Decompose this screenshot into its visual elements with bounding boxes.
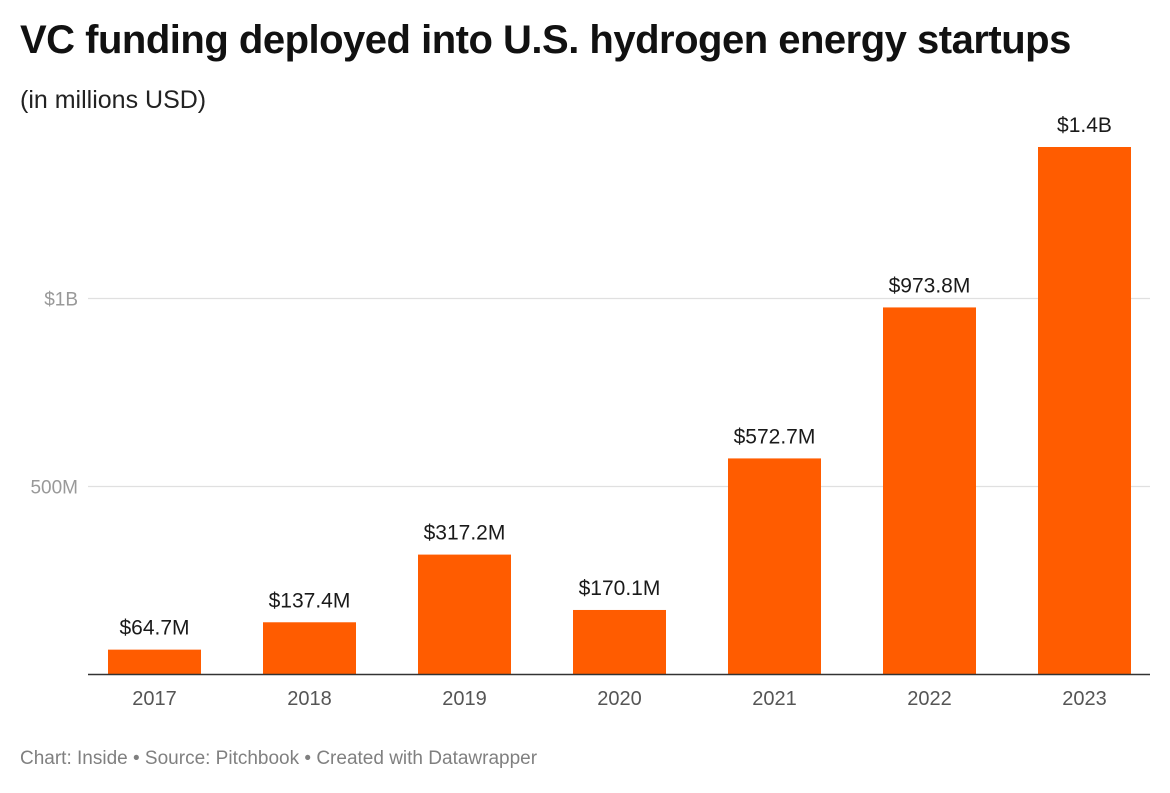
bars [108,147,1131,674]
x-tick-label: 2019 [442,688,487,710]
bar-2023 [1038,147,1131,674]
bar-2017 [108,649,201,674]
x-tick-label: 2018 [287,688,332,710]
bar-2022 [883,307,976,674]
data-label: $572.7M [734,425,816,448]
y-tick-label: 500M [30,478,78,499]
data-label: $1.4B [1057,114,1112,137]
data-label: $973.8M [889,274,971,297]
data-label: $170.1M [579,577,661,600]
x-axis: 2017 2018 2019 2020 2021 2022 2023 [88,673,1150,710]
bar-2019 [418,554,511,674]
chart-subtitle: (in millions USD) [20,86,207,114]
chart-title: VC funding deployed into U.S. hydrogen e… [20,18,1071,62]
data-labels: $64.7M $137.4M $317.2M $170.1M $572.7M $973.8… [119,114,1111,640]
bar-2020 [573,609,666,674]
data-label: $137.4M [269,589,351,612]
bar-2018 [263,622,356,674]
chart-credit: Chart: Inside • Source: Pitchbook • Crea… [20,748,538,769]
x-tick-label: 2023 [1062,688,1107,710]
gridlines: 500M $1B [30,290,1150,499]
x-tick-label: 2020 [597,688,642,710]
x-tick-label: 2017 [132,688,177,710]
bar-2021 [728,458,821,674]
y-tick-label: $1B [44,290,78,311]
x-tick-label: 2021 [752,688,797,710]
data-label: $64.7M [119,617,189,640]
data-label: $317.2M [424,522,506,545]
x-tick-label: 2022 [907,688,952,710]
